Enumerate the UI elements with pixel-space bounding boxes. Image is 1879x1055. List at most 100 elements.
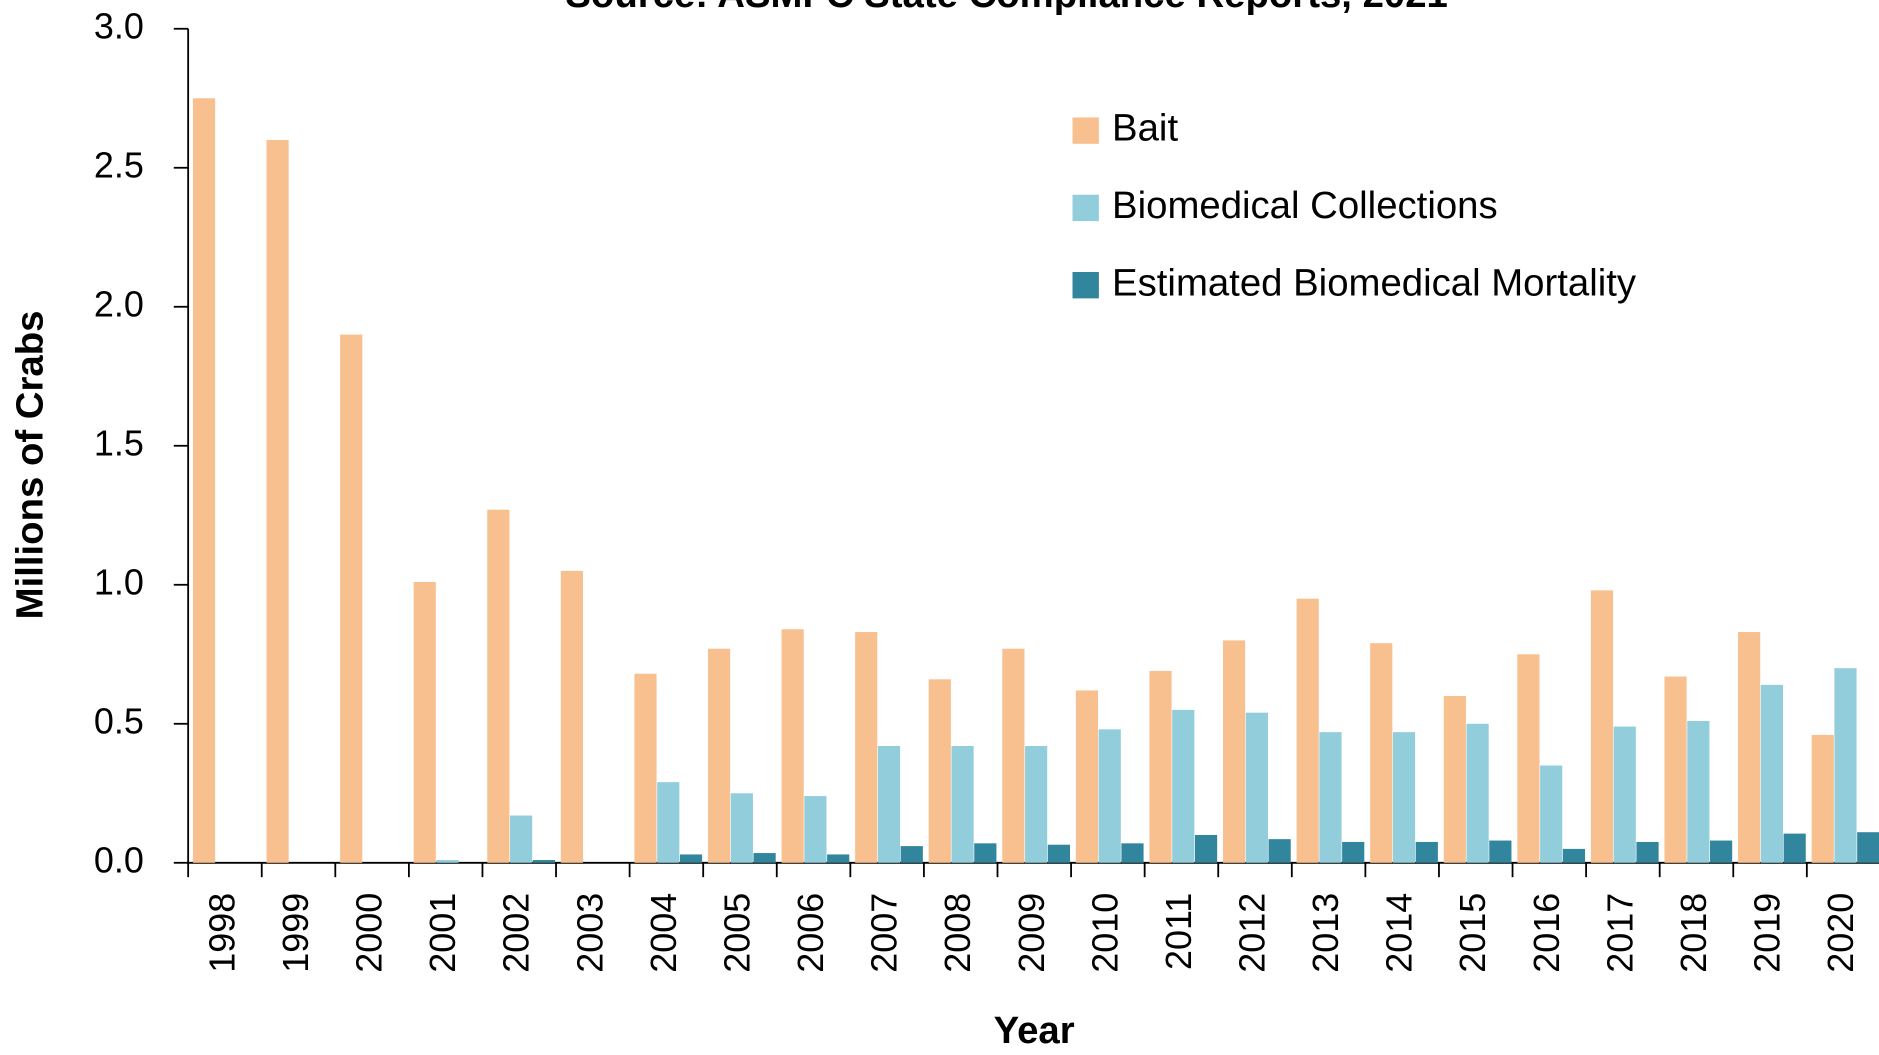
bar: [1098, 729, 1121, 863]
bar: [1687, 721, 1710, 863]
bar: [900, 846, 923, 863]
x-tick-label: 1999: [275, 893, 316, 973]
x-tick-label: 2006: [790, 893, 831, 973]
y-tick-label: 3.0: [94, 5, 144, 46]
bar: [1025, 746, 1048, 863]
x-tick-label: 2016: [1526, 893, 1567, 973]
bar: [1783, 833, 1806, 863]
x-tick-label: 2001: [422, 893, 463, 973]
bar: [1319, 732, 1342, 863]
x-tick-label: 2018: [1673, 893, 1714, 973]
bar: [1194, 834, 1218, 863]
bar: [928, 679, 951, 863]
bar: [487, 509, 510, 863]
bar: [1047, 844, 1070, 863]
bar: [560, 570, 584, 863]
bar: [1664, 676, 1687, 863]
x-tick-label: 2010: [1084, 893, 1125, 973]
y-tick-label: 1.0: [94, 561, 144, 602]
bar: [436, 860, 459, 863]
bar: [1760, 684, 1783, 863]
bar: [1636, 841, 1659, 863]
bar: [974, 843, 997, 863]
x-tick-label: 2005: [716, 893, 757, 973]
x-tick-label: 2011: [1158, 893, 1199, 970]
bar: [1738, 632, 1761, 863]
y-tick-label: 1.5: [94, 422, 144, 463]
bar: [657, 782, 680, 863]
bar: [951, 746, 974, 863]
bar: [855, 632, 878, 863]
bar: [1342, 841, 1365, 863]
x-tick-label: 2003: [569, 893, 610, 973]
x-tick-label: 2012: [1232, 893, 1273, 973]
x-tick-label: 2014: [1379, 893, 1420, 973]
bar: [1834, 668, 1857, 863]
bar: [1489, 840, 1512, 863]
bar: [679, 854, 703, 863]
bar: [1540, 765, 1563, 863]
bar: [1590, 590, 1614, 863]
bar: [753, 853, 776, 863]
bar: [1172, 709, 1195, 863]
bar: [1370, 643, 1393, 863]
bar: [1392, 732, 1416, 863]
legend-label: Estimated Biomedical Mortality: [1112, 261, 1637, 304]
bar: [532, 860, 555, 863]
x-tick-label: 2015: [1452, 893, 1493, 973]
bar: [877, 746, 901, 863]
legend-swatch: [1072, 272, 1099, 299]
chart-title: Source: ASMFC State Compliance Reports, …: [565, 0, 1447, 16]
bar: [413, 581, 436, 863]
y-tick-label: 0.5: [94, 700, 144, 741]
x-tick-label: 2019: [1747, 893, 1788, 973]
bar: [1223, 640, 1246, 863]
bar: [1857, 832, 1879, 863]
x-tick-label: 2009: [1011, 893, 1052, 973]
bar: [1075, 690, 1099, 863]
bar: [1245, 712, 1268, 863]
y-tick-label: 2.0: [94, 283, 144, 324]
legend-label: Bait: [1112, 107, 1178, 150]
bar: [1613, 726, 1636, 863]
bar: [1443, 695, 1466, 863]
x-tick-label: 1998: [201, 893, 242, 973]
bar: [1710, 840, 1733, 863]
y-tick-label: 2.5: [94, 144, 144, 185]
bar: [1466, 723, 1489, 863]
y-tick-label: 0.0: [94, 839, 144, 880]
x-tick-label: 2008: [937, 893, 978, 973]
x-tick-label: 2017: [1599, 893, 1640, 973]
bar: [192, 98, 216, 863]
bar: [1811, 734, 1834, 863]
bar: [634, 673, 657, 863]
legend-swatch: [1072, 194, 1099, 222]
x-tick-label: 2000: [349, 893, 390, 973]
bar: [781, 629, 804, 863]
x-axis-title: Year: [994, 1009, 1075, 1052]
x-tick-label: 2002: [496, 893, 537, 973]
bar: [1415, 841, 1438, 863]
bar: [340, 334, 363, 863]
bar: [510, 815, 533, 863]
bar: [1296, 598, 1319, 863]
x-tick-label: 2007: [864, 893, 905, 973]
bar: [730, 793, 753, 863]
x-tick-label: 2013: [1305, 893, 1346, 973]
legend-label: Biomedical Collections: [1112, 184, 1498, 227]
bar: [1121, 843, 1144, 863]
bar: [827, 854, 850, 863]
x-tick-label: 2004: [643, 893, 684, 973]
x-tick-label: 2020: [1820, 893, 1861, 973]
y-axis-title: Millions of Crabs: [8, 311, 51, 620]
bar: [1149, 670, 1172, 863]
bar: [804, 796, 827, 863]
bar: [1002, 648, 1025, 863]
bar: [1268, 839, 1291, 863]
bar: [1517, 654, 1540, 863]
legend-swatch: [1072, 117, 1099, 144]
bar: [266, 139, 289, 863]
bar: [707, 648, 731, 863]
